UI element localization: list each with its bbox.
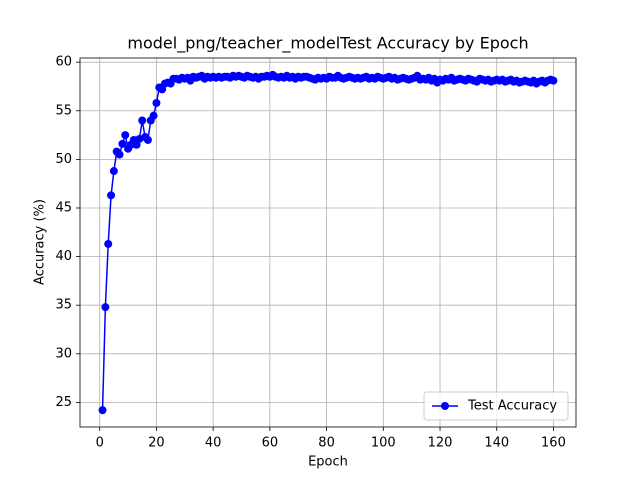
legend-box: [423, 391, 569, 421]
x-tick-label: 0: [96, 436, 104, 451]
y-tick-label: 35: [55, 298, 72, 313]
y-tick-label: 45: [55, 200, 72, 215]
x-axis-label: Epoch: [308, 455, 348, 470]
y-tick-label: 55: [55, 103, 72, 118]
data-point: [152, 99, 161, 108]
x-tick-label: 140: [484, 436, 509, 451]
legend-marker: [441, 402, 449, 410]
x-tick-label: 120: [428, 436, 453, 451]
data-point: [109, 167, 118, 176]
legend-label: Test Accuracy: [467, 399, 557, 414]
y-axis-label: Accuracy (%): [33, 199, 48, 285]
x-tick-label: 60: [262, 436, 279, 451]
data-point: [118, 139, 127, 148]
x-tick-label: 80: [318, 436, 335, 451]
x-tick-label: 40: [205, 436, 222, 451]
data-point: [143, 135, 152, 144]
data-point: [101, 303, 110, 312]
data-point: [138, 116, 147, 125]
data-point: [115, 150, 124, 159]
chart-title: model_png/teacher_modelTest Accuracy by …: [127, 34, 528, 54]
x-tick-label: 160: [541, 436, 566, 451]
x-tick-label: 20: [148, 436, 165, 451]
y-tick-label: 25: [55, 395, 72, 410]
y-tick-label: 30: [55, 346, 72, 361]
data-point: [104, 239, 113, 248]
data-point: [121, 131, 130, 140]
legend: Test Accuracy: [423, 391, 569, 421]
y-tick-label: 40: [55, 249, 72, 264]
data-point: [549, 76, 558, 85]
plot-frame: [79, 57, 577, 428]
data-point: [98, 406, 107, 415]
x-tick-label: 100: [371, 436, 396, 451]
y-tick-label: 50: [55, 152, 72, 167]
data-point: [149, 111, 158, 120]
y-tick-label: 60: [55, 55, 72, 70]
data-point: [107, 191, 116, 200]
